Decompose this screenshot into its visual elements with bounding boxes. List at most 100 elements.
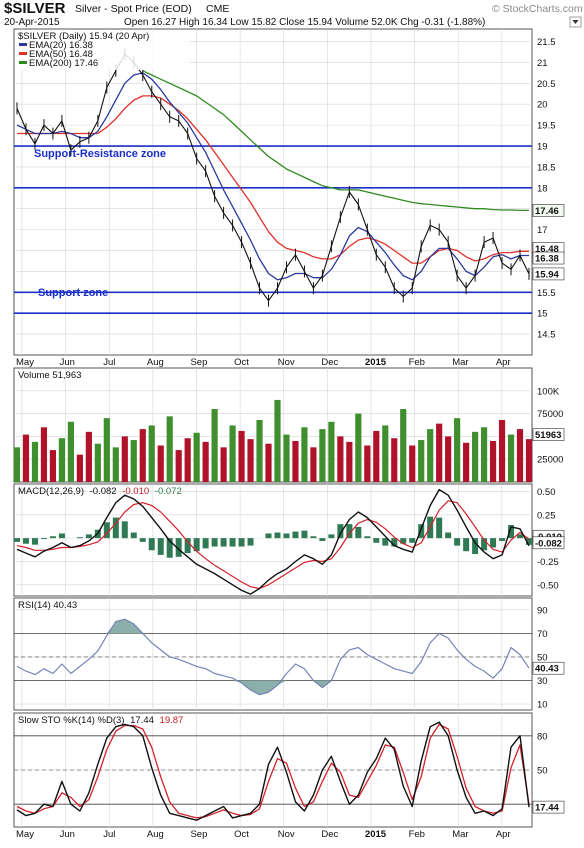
price-tick-label: 19 [537,142,548,153]
badge-macd-box [532,536,565,550]
macd-histogram-bar [283,533,290,539]
volume-bar [454,418,461,482]
month-label: Feb [409,829,425,840]
support-zone-label: Support zone [38,287,108,299]
volume-bar [247,439,254,482]
macd-histogram-bar [175,538,182,557]
volume-bar [382,425,389,482]
macd-line [16,488,530,595]
month-label: Nov [278,829,295,840]
volume-bar [445,436,452,482]
volume-bar [346,441,353,482]
volume-bar [193,432,200,482]
macd-histogram-bar [463,538,470,552]
ema200-line [142,70,529,212]
macd-histogram-bar [364,536,371,539]
volume-bar [301,427,308,482]
macd-histogram-bar [139,538,146,542]
macd-histogram-bar [14,538,20,542]
rsi-series [16,618,530,696]
chart-date: 20-Apr-2015 [4,17,60,28]
macd-histogram-bar [265,533,272,539]
macd-tick-label: -0.25 [537,557,559,568]
volume-bar [13,447,21,482]
volume-bar [220,447,227,482]
macd-histogram-bar [436,517,443,539]
macd-histogram-bar [157,538,164,555]
volume-bar [40,427,48,482]
price-panel-frame [13,28,533,356]
volume-tick-label: 100K [537,386,560,397]
month-label: Apr [496,829,511,840]
badge-macd: -0.082 [535,538,562,549]
ema50-line [17,95,529,264]
macd-histogram-bar [193,538,200,552]
volume-bar [274,399,281,482]
volume-bar [103,418,110,482]
macd-histogram-bar [328,534,335,539]
volume-bar [148,425,155,482]
volume-bar [130,440,137,482]
legend-ema20-swatch [19,43,27,46]
volume-bar [319,429,326,482]
price-tick-label: 18 [537,183,548,194]
macd-histogram-bar [49,536,56,539]
month-label: Mar [452,829,468,840]
month-label: Aug [147,829,164,840]
ohlc-summary: Open 16.27 High 16.34 Low 15.82 Close 15… [124,17,485,28]
rsi-tick-label: 50 [537,652,548,663]
volume-bar [292,440,299,482]
chart-exchange: CME [206,3,229,15]
chart-symbol: $SILVER [4,0,66,17]
macd-series [16,488,530,595]
legend-sto-name: Slow STO %K(14) %D(3) [18,715,124,726]
legend-sto-k: 17.44 [130,715,154,726]
macd-histogram-bar [382,538,389,546]
macd-histogram-bar [220,538,227,547]
value-badges: 17.4616.4816.3815.9451963-0.010-0.08240.… [532,204,565,814]
dropdown-icon[interactable] [569,16,582,28]
support-resistance-zone-label: Support-Resistance zone [34,148,166,160]
macd-histogram-bar [418,524,425,539]
horizontal-lines [14,145,532,315]
legend-ema200: EMA(200) 17.46 [29,58,98,69]
macd-histogram-bar [481,538,488,551]
macd-histogram-bar [490,538,497,548]
price-legend: $SILVER (Daily) 15.94 (20 Apr) EMA(20) 1… [15,30,190,70]
legend-ema20: EMA(20) 16.38 [29,40,93,51]
macd-tick-label: 0.25 [537,510,556,521]
badge-volume: 51963 [535,430,561,441]
rsi-oversold-fill [17,680,529,695]
macd-histogram-bar [184,538,191,554]
legend-ema50-swatch [19,52,27,55]
macd-histogram-bar [112,517,119,539]
legend-sto: Slow STO %K(14) %D(3) 17.44 19.87 [18,715,183,726]
macd-histogram-bar [337,524,344,539]
volume-tick-label: 75000 [537,409,563,420]
month-label: Jun [60,357,75,368]
stochastic-series [14,721,532,821]
volume-bar [265,443,272,482]
macd-histogram-bar [373,538,380,543]
month-label: May [16,829,34,840]
macd-histogram-bar [202,538,209,549]
month-label: Feb [409,357,425,368]
ema20-line [16,72,529,281]
macd-histogram-bar [85,534,92,539]
price-tick-label: 14.5 [537,330,556,341]
volume-bar [436,423,443,482]
macd-histogram-bar [31,538,38,545]
sto-tick-label: 80 [537,731,548,742]
price-tick-label: 20 [537,100,548,111]
month-label: Dec [321,357,338,368]
legend-macd: MACD(12,26,9) -0.082 -0.010 -0.072 [18,486,182,497]
badge-ema20-box [532,251,565,265]
volume-bar [67,421,74,482]
macd-histogram-bar [211,538,218,547]
month-label: 2015 [365,357,387,368]
volume-bar [525,439,533,482]
rsi-fill [14,619,532,695]
legend-macd-hist: -0.072 [155,486,182,497]
